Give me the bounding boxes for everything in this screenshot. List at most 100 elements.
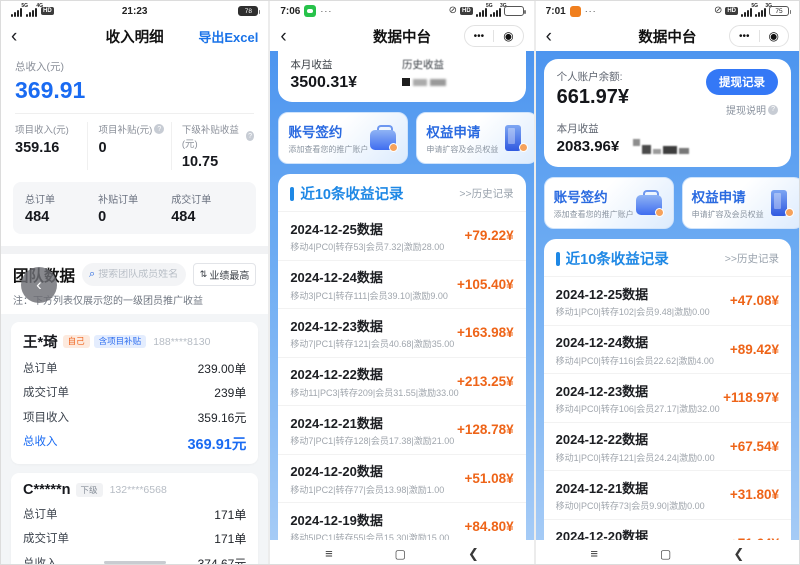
total-income-value: 369.91	[15, 77, 86, 103]
member-stat-row: 总订单 239.00单	[23, 360, 246, 377]
miniprogram-capsule: ••• ◉	[729, 25, 790, 47]
more-button[interactable]: •••	[739, 30, 750, 42]
record-row: 2024-12-22数据 移动11|PC3|转存209|会员31.55|激励33…	[278, 356, 526, 406]
section-separator	[1, 246, 269, 254]
record-row: 2024-12-24数据 移动3|PC1|转存111|会员39.10|激励9.0…	[278, 259, 526, 309]
withdraw-records-button[interactable]: 提现记录	[706, 69, 779, 95]
home-icon[interactable]: ▢	[394, 546, 407, 561]
statusbar-right: 7:01 ··· ⊘ HD 5G 3G 75	[535, 1, 799, 21]
close-minimize-button[interactable]: ◉	[768, 29, 780, 43]
member-phone: 132****6568	[109, 484, 167, 496]
record-date: 2024-12-23数据	[555, 383, 649, 399]
stat-label: 项目收入(元)	[15, 125, 69, 136]
android-navbar: ≡ ▢ ❮	[270, 541, 534, 564]
record-date: 2024-12-25数据	[555, 286, 649, 302]
action-card[interactable]: 权益申请 申请扩容及会员权益	[681, 177, 799, 229]
back-icon[interactable]: ‹	[545, 25, 552, 47]
action-card[interactable]: 权益申请 申请扩容及会员权益	[416, 112, 534, 164]
records-header: 近10条收益记录 >>历史记录	[544, 239, 791, 276]
signal-icon-5g: 5G	[11, 3, 28, 17]
record-detail: 移动1|PC2|转存77|会员13.98|激励1.00	[290, 484, 445, 495]
record-date: 2024-12-20数据	[555, 529, 649, 540]
statusbar-time: 21:23	[121, 5, 148, 17]
hd-icon: HD	[460, 7, 473, 15]
action-card[interactable]: 账号签约 添加查看您的推广账户	[543, 177, 674, 229]
record-detail: 移动7|PC1|转存128|会员17.38|激励21.00	[290, 436, 455, 446]
record-detail: 移动4|PC0|转存53|会员7.32|激励28.00	[290, 242, 445, 252]
close-minimize-button[interactable]: ◉	[503, 29, 514, 43]
record-row: 2024-12-24数据 移动4|PC0|转存116|会员22.62|激励4.0…	[543, 324, 792, 374]
back-nav-icon[interactable]: ❮	[733, 546, 745, 561]
action-title: 权益申请	[426, 125, 481, 140]
home-icon[interactable]: ▢	[660, 546, 672, 561]
search-input[interactable]	[98, 269, 179, 280]
signal-icon-5g: 5G	[475, 3, 493, 17]
notification-dots: ···	[320, 6, 333, 16]
sort-button[interactable]: ⇅ 业绩最高	[192, 263, 257, 286]
member-stat-rows: 总订单 239.00单 成交订单 239单 项目收入 359.16元	[23, 360, 246, 426]
order-value: 484	[25, 209, 50, 225]
more-button[interactable]: •••	[473, 30, 485, 42]
withdraw-help-link[interactable]: 提现说明 ?	[726, 102, 779, 117]
record-row: 2024-12-20数据 移动3|PC0|转存90|会员2.64|激励21.00…	[543, 518, 792, 540]
action-card[interactable]: 账号签约 添加查看您的推广账户	[278, 112, 409, 164]
team-search-box[interactable]: ⌕	[82, 263, 186, 286]
member-stat-value: 374.67元	[197, 556, 247, 565]
member-stat-value: 239单	[214, 386, 247, 400]
member-name: 王*琦	[23, 335, 58, 351]
recents-icon[interactable]: ≡	[590, 546, 599, 561]
sort-label: 业绩最高	[209, 271, 250, 282]
total-income-summary: 总收入(元) 369.91	[1, 51, 268, 104]
help-icon[interactable]: ?	[245, 131, 255, 141]
order-label: 补贴订单	[98, 195, 139, 206]
income-stats-row: 项目收入(元) 359.16 项目补贴(元)? 0 下级补贴收益(元)? 10.…	[1, 114, 268, 172]
wechat-icon	[304, 5, 317, 17]
member-stat-label: 项目收入	[23, 411, 69, 424]
member-stat-value: 359.16元	[197, 410, 247, 425]
chevron-left-icon: ‹	[36, 275, 42, 294]
record-date: 2024-12-24数据	[290, 270, 383, 285]
team-note: 注：下方列表仅展示您的一级团员推广收益	[13, 296, 203, 307]
badge-dot-icon	[784, 208, 794, 217]
history-link[interactable]: >>历史记录	[724, 253, 780, 265]
action-subtitle: 申请扩容及会员权益	[691, 210, 764, 219]
divider	[15, 113, 255, 114]
record-amount: +163.98¥	[456, 325, 514, 341]
help-icon[interactable]: ?	[154, 124, 165, 134]
record-date: 2024-12-24数据	[555, 335, 649, 350]
stat-value: 10.75	[181, 154, 219, 170]
order-stat: 成交订单 484	[171, 191, 244, 225]
recents-icon[interactable]: ≡	[325, 546, 333, 561]
back-nav-icon[interactable]: ❮	[468, 546, 479, 561]
record-date: 2024-12-20数据	[290, 464, 383, 479]
member-badge: 含项目补贴	[93, 334, 147, 349]
hd-icon: HD	[725, 7, 739, 15]
record-amount: +89.42¥	[729, 341, 780, 357]
back-icon[interactable]: ‹	[11, 25, 18, 47]
signal-icon-3g: 3G	[755, 3, 772, 17]
floating-back-button[interactable]: ‹	[21, 267, 57, 303]
miniprogram-capsule: ••• ◉	[463, 25, 524, 47]
month-income-value: 3500.31¥	[290, 74, 358, 91]
total-income-label: 总收入(元)	[15, 61, 64, 73]
navbar-data-center: ‹ 数据中台 ••• ◉	[535, 21, 799, 51]
export-excel-button[interactable]: 导出Excel	[198, 29, 259, 45]
badge-dot-icon	[654, 208, 664, 217]
team-member-card: C*****n 下级 132****6568 总订单 171单	[11, 473, 259, 565]
history-link[interactable]: >>历史记录	[459, 188, 514, 200]
back-icon[interactable]: ‹	[280, 25, 287, 47]
action-cards-row: 账号签约 添加查看您的推广账户 权益申请 申请扩容及会员权益	[543, 177, 799, 229]
action-icon	[764, 190, 794, 217]
navbar-data-center: ‹ 数据中台 ••• ◉	[270, 21, 534, 51]
balance-value: 661.97¥	[556, 86, 629, 108]
record-detail: 移动3|PC1|转存111|会员39.10|激励9.00	[290, 290, 448, 301]
income-stat: 项目补贴(元)? 0	[87, 122, 170, 170]
orders-summary-box: 总订单 484 补贴订单 0 成交订单 484	[13, 182, 257, 234]
balance-label: 个人账户余额:	[556, 71, 623, 83]
record-date: 2024-12-22数据	[290, 367, 383, 382]
member-highlight-label: 总收入	[23, 436, 58, 448]
help-icon: ?	[768, 104, 779, 115]
action-subtitle: 添加查看您的推广账户	[288, 145, 369, 154]
battery-icon: 78	[238, 6, 261, 16]
